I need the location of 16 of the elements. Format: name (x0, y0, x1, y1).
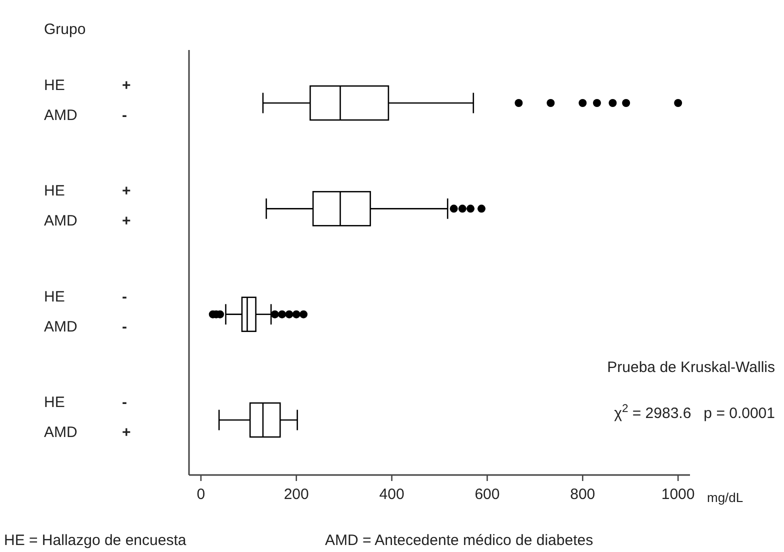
annotation: χ$^{2}$ = 2983.6 p = 0.0001 (614, 403, 775, 422)
category-label: HE - AMD - (44, 288, 127, 336)
x-tick-label: 400 (379, 486, 404, 503)
annotation: Prueba de Kruskal-Wallis (607, 359, 775, 376)
x-axis-title: mg/dL (707, 490, 744, 505)
x-tick-label: 600 (474, 486, 500, 503)
x-tick-label: 800 (570, 486, 596, 503)
category-label: HE + AMD + (44, 182, 131, 230)
category-label: HE - AMD + (44, 394, 131, 441)
text: HE = Hallazgo de encuesta (4, 532, 187, 549)
text: AMD = Antecedente médico de diabetes (325, 532, 594, 549)
x-tick-label: 200 (284, 486, 309, 503)
x-tick-label: 0 (196, 486, 206, 503)
category-label: HE + AMD - (44, 77, 131, 124)
x-tick-label: 1000 (661, 486, 695, 503)
text: Grupo (44, 21, 86, 38)
